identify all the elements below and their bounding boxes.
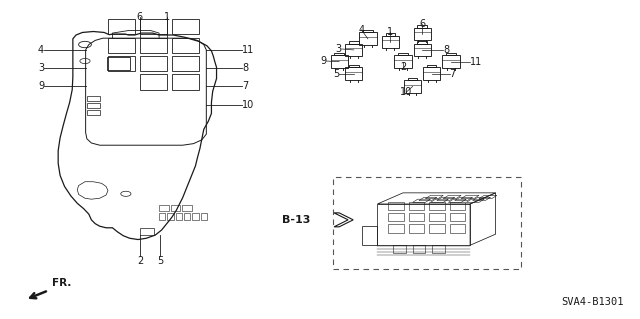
Bar [192, 213, 198, 220]
Bar [394, 55, 412, 68]
Bar [345, 44, 362, 56]
Bar [159, 204, 169, 211]
Bar [184, 213, 190, 220]
Bar [108, 56, 135, 71]
Bar [409, 202, 424, 210]
Bar [172, 56, 198, 71]
Bar [140, 74, 167, 90]
Bar [450, 202, 465, 210]
Bar [409, 213, 424, 221]
Bar [429, 202, 445, 210]
Bar [330, 55, 348, 68]
Bar [381, 36, 399, 48]
Bar [413, 245, 426, 253]
Bar [87, 103, 100, 108]
Text: 4: 4 [38, 45, 44, 55]
Bar [168, 213, 173, 220]
Text: 5: 5 [333, 69, 339, 79]
Text: 1: 1 [387, 27, 394, 37]
Text: 4: 4 [358, 25, 365, 35]
Bar [335, 53, 344, 55]
Bar [182, 204, 192, 211]
Text: 3: 3 [38, 63, 44, 73]
Text: B-13: B-13 [282, 215, 310, 225]
Text: 11: 11 [470, 57, 483, 67]
Text: 3: 3 [335, 44, 342, 54]
Text: 7: 7 [242, 81, 248, 92]
Bar [413, 44, 431, 56]
Bar [108, 19, 135, 34]
Bar [413, 28, 431, 41]
Bar [442, 55, 460, 68]
Bar [423, 67, 440, 80]
Bar [388, 202, 404, 210]
Bar [404, 80, 421, 93]
Bar [87, 96, 100, 101]
Bar [345, 67, 362, 80]
Text: 10: 10 [242, 100, 254, 109]
Bar [429, 224, 445, 233]
Bar [200, 213, 207, 220]
Text: SVA4-B1301: SVA4-B1301 [561, 297, 623, 307]
Bar [394, 245, 406, 253]
Text: 9: 9 [38, 81, 44, 92]
Bar [388, 213, 404, 221]
Text: 6: 6 [419, 19, 425, 29]
Bar [385, 33, 395, 36]
Bar [450, 213, 465, 221]
Text: 7: 7 [450, 69, 456, 79]
Bar [333, 177, 521, 269]
Bar [140, 38, 167, 53]
Bar [108, 38, 135, 53]
Text: 6: 6 [137, 11, 143, 22]
Bar [408, 78, 417, 80]
Bar [417, 26, 427, 28]
Text: 11: 11 [242, 45, 254, 55]
Bar [429, 213, 445, 221]
Text: 5: 5 [157, 256, 163, 266]
Bar [398, 53, 408, 55]
Bar [175, 213, 182, 220]
Bar [349, 41, 358, 44]
Bar [172, 74, 198, 90]
Bar [427, 65, 436, 67]
Bar [172, 19, 198, 34]
Bar [409, 224, 424, 233]
Text: 9: 9 [320, 56, 326, 66]
Bar [140, 228, 154, 235]
Text: 8: 8 [242, 63, 248, 73]
Text: 2: 2 [137, 256, 143, 266]
Bar [140, 56, 167, 71]
Text: 10: 10 [400, 87, 412, 97]
Bar [87, 110, 100, 115]
Text: 1: 1 [164, 11, 170, 22]
Bar [388, 224, 404, 233]
Text: 8: 8 [444, 45, 449, 55]
Bar [171, 204, 180, 211]
Bar [363, 30, 372, 33]
Bar [140, 19, 167, 34]
Bar [417, 41, 427, 44]
Bar [432, 245, 445, 253]
Bar [446, 53, 456, 55]
Bar [450, 224, 465, 233]
Bar [159, 213, 166, 220]
Bar [349, 65, 358, 67]
Bar [172, 38, 198, 53]
Text: 2: 2 [400, 62, 406, 72]
Text: FR.: FR. [52, 278, 71, 288]
Bar [359, 33, 376, 45]
Bar [107, 57, 129, 70]
